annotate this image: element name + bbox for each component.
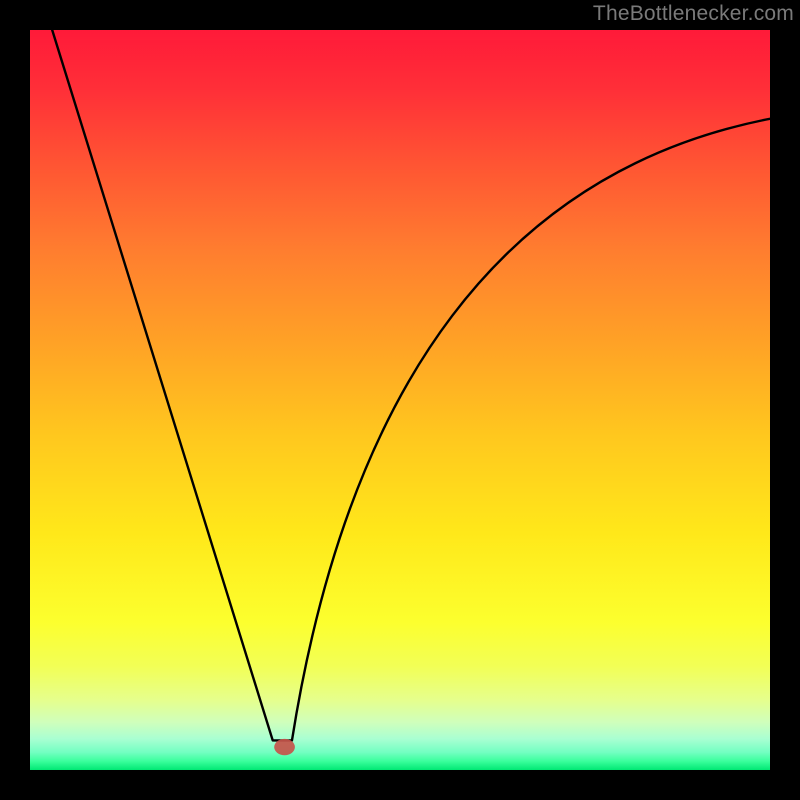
plot-background bbox=[30, 30, 770, 770]
chart-svg bbox=[30, 30, 770, 770]
plot-area bbox=[30, 30, 770, 770]
optimal-point-marker bbox=[274, 739, 295, 755]
watermark-text: TheBottlenecker.com bbox=[593, 2, 794, 26]
chart-frame: TheBottlenecker.com bbox=[0, 0, 800, 800]
